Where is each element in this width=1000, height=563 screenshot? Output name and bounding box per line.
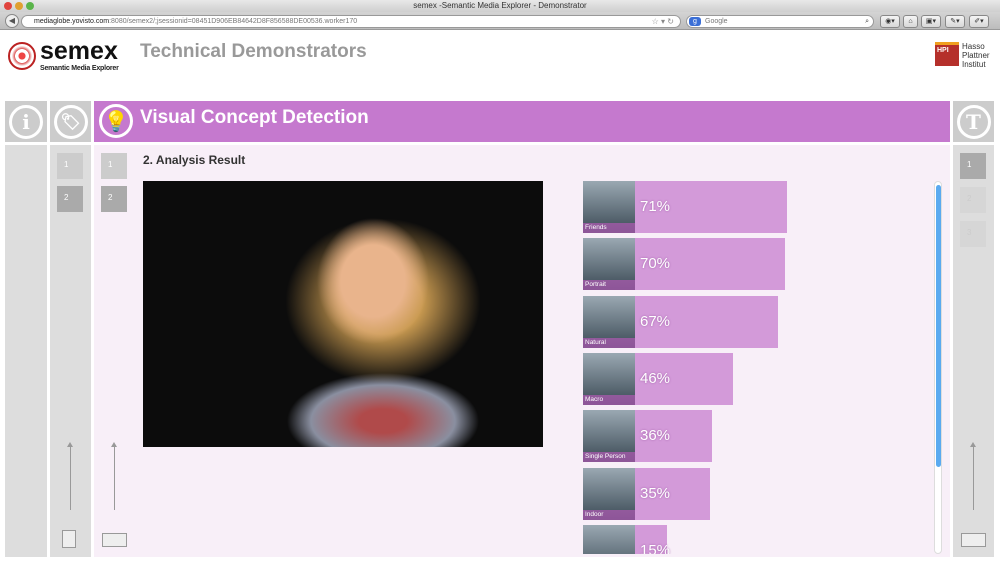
concept-row[interactable]: Single Person 36% <box>583 410 713 463</box>
minimize-button[interactable] <box>15 2 23 10</box>
section-title: Visual Concept Detection <box>140 107 369 128</box>
window-titlebar: semex -Semantic Media Explorer - Demonst… <box>0 0 1000 12</box>
back-button[interactable]: ◀ <box>5 14 19 28</box>
scroll-up-arrow[interactable] <box>970 442 976 510</box>
tag-icon: 🏷 <box>53 104 88 139</box>
concept-bar: 36% <box>635 410 713 463</box>
text-icon: T <box>956 104 991 139</box>
semex-logo[interactable]: semex Semantic Media Explorer <box>8 38 119 73</box>
concept-label: Macro <box>583 394 635 405</box>
hpi-text: Hasso <box>962 42 985 51</box>
analyzed-photo <box>143 181 543 447</box>
step-2[interactable]: 2 <box>57 186 83 212</box>
concept-score: 46% <box>640 369 671 387</box>
logo-name: semex <box>40 37 118 65</box>
scroll-up-arrow[interactable] <box>67 442 73 510</box>
scroll-up-arrow[interactable] <box>111 442 117 510</box>
scrollbar[interactable] <box>934 181 942 554</box>
url-path: :8080/semex2/;jsessionid=08451D906EB8464… <box>109 18 358 25</box>
concept-thumbnail: Single Person <box>583 410 635 463</box>
concept-score: 35% <box>640 484 671 502</box>
concept-label: Natural <box>583 337 635 348</box>
concept-row[interactable]: Portrait 70% <box>583 238 785 291</box>
image-text-icon[interactable] <box>961 533 986 547</box>
concept-list: Friends 71% Portrait 70% Natural 67% Macro 46% S… <box>583 181 928 554</box>
close-button[interactable] <box>4 2 12 10</box>
concept-row[interactable]: 15% <box>583 524 671 554</box>
analysis-heading: 2. Analysis Result <box>143 153 246 167</box>
concept-bar: 46% <box>635 352 734 405</box>
section-banner: 💡 Visual Concept Detection <box>94 101 950 142</box>
concept-label: Portrait <box>583 280 635 291</box>
tag-tab[interactable]: 🏷 <box>50 101 91 142</box>
concept-thumbnail: Friends <box>583 181 635 233</box>
hpi-text: Plattner <box>962 51 990 60</box>
extension-button[interactable]: ◉▾ <box>880 15 900 28</box>
concept-thumbnail: Portrait <box>583 238 635 291</box>
lightbulb-icon: 💡 <box>99 104 133 138</box>
concept-bar: 35% <box>635 467 710 520</box>
google-icon: g <box>689 17 701 26</box>
info-tab[interactable]: i <box>5 101 47 142</box>
concept-bar: 71% <box>635 181 787 233</box>
concept-label: Indoor <box>583 509 635 520</box>
hpi-text: Institut <box>962 60 986 69</box>
document-icon[interactable] <box>62 530 76 548</box>
concept-bar: 15% <box>635 524 671 554</box>
home-button[interactable]: ⌂ <box>903 15 918 28</box>
url-host: mediaglobe.yovisto.com <box>34 18 110 25</box>
search-icon[interactable]: ⌕ <box>865 18 869 25</box>
tools-button[interactable]: ✎▾ <box>945 15 965 28</box>
concept-score: 71% <box>640 198 671 215</box>
scrollbar-thumb[interactable] <box>936 185 941 467</box>
concept-row[interactable]: Indoor 35% <box>583 467 710 520</box>
concept-label: Friends <box>583 223 635 233</box>
search-placeholder: Google <box>705 18 728 25</box>
zoom-button[interactable] <box>26 2 34 10</box>
search-field[interactable]: g Google ⌕ <box>686 15 874 28</box>
browser-toolbar: ◀ mediaglobe.yovisto.com:8080/semex2/;js… <box>0 12 1000 30</box>
step-2[interactable]: 2 <box>960 187 986 213</box>
concept-thumbnail: Indoor <box>583 467 635 520</box>
hpi-logo[interactable]: HPI Hasso Plattner Institut <box>935 42 990 69</box>
concept-thumbnail: Natural <box>583 295 635 348</box>
step-1[interactable]: 1 <box>960 153 986 179</box>
concept-row[interactable]: Friends 71% <box>583 181 787 233</box>
hpi-logo-mark: HPI <box>935 42 959 66</box>
image-icon[interactable] <box>102 533 127 547</box>
url-bar[interactable]: mediaglobe.yovisto.com:8080/semex2/;jses… <box>21 15 681 28</box>
concept-score: 70% <box>640 255 671 273</box>
concept-score: 36% <box>640 427 671 445</box>
concept-bar: 67% <box>635 295 779 348</box>
concept-bar: 70% <box>635 238 785 291</box>
step-3[interactable]: 3 <box>960 221 986 247</box>
concept-thumbnail: Macro <box>583 352 635 405</box>
info-column <box>5 145 47 557</box>
page-title: Technical Demonstrators <box>140 41 367 62</box>
concept-label: Single Person <box>583 452 635 463</box>
window-button[interactable]: ▣▾ <box>921 15 941 28</box>
logo-subtitle: Semantic Media Explorer <box>40 65 119 72</box>
concept-thumbnail <box>583 524 635 554</box>
semex-logo-icon <box>8 41 36 70</box>
bookmark-star-icon[interactable]: ☆ ▾ ↻ <box>651 17 674 26</box>
concept-row[interactable]: Macro 46% <box>583 352 734 405</box>
info-icon: i <box>9 104 43 139</box>
concept-score: 15% <box>640 541 671 554</box>
concept-row[interactable]: Natural 67% <box>583 295 779 348</box>
step-2[interactable]: 2 <box>101 186 127 212</box>
step-1[interactable]: 1 <box>101 153 127 179</box>
window-title: semex -Semantic Media Explorer - Demonst… <box>413 1 587 10</box>
concept-score: 67% <box>640 312 671 330</box>
addon-button[interactable]: ✐▾ <box>969 15 989 28</box>
step-1[interactable]: 1 <box>57 153 83 179</box>
text-tab[interactable]: T <box>953 101 994 142</box>
